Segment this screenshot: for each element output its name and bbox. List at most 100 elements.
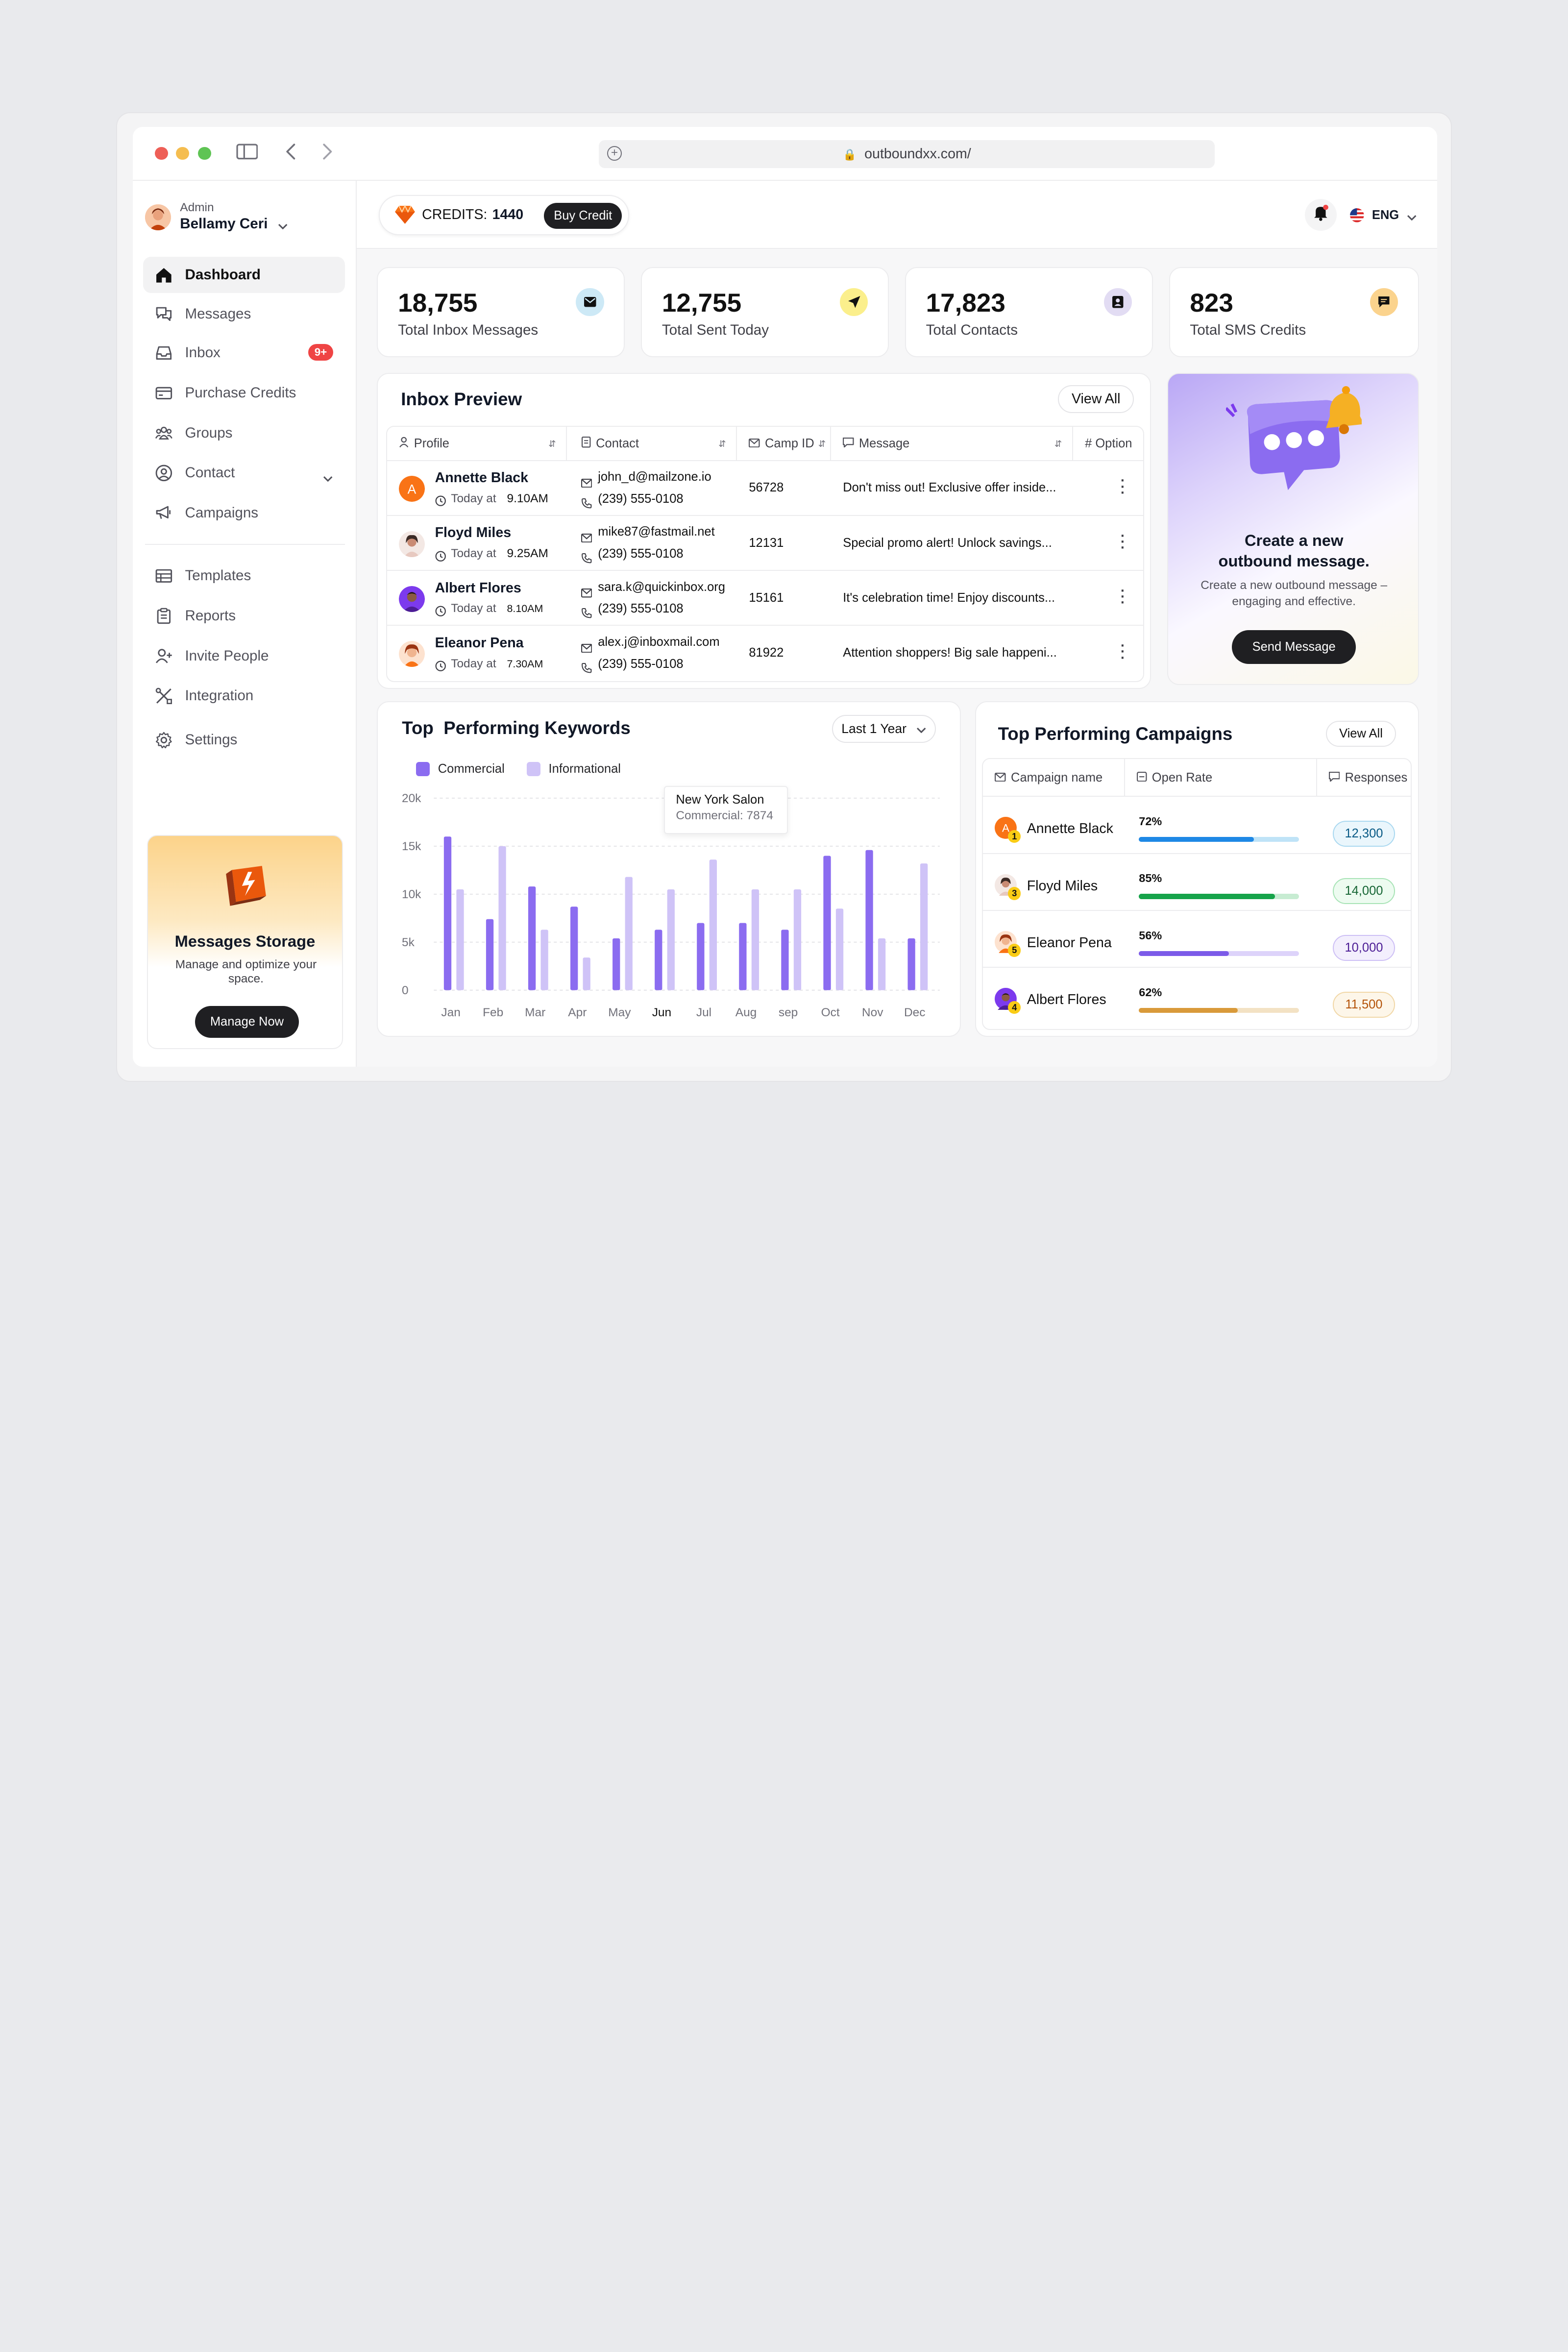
nav-dashboard[interactable]: Dashboard	[143, 257, 345, 293]
send-message-button[interactable]: Send Message	[1232, 630, 1356, 664]
megaphone-icon	[155, 504, 173, 522]
user-profile[interactable]: Admin Bellamy Ceri	[145, 201, 288, 233]
responses-badge: 14,000	[1333, 878, 1395, 904]
nav-templates[interactable]: Templates	[143, 558, 345, 594]
nav-integration[interactable]: Integration	[143, 678, 345, 714]
stat-label: Total Inbox Messages	[398, 322, 539, 339]
column-open-rate[interactable]: Open Rate	[1125, 759, 1317, 797]
inbox-view-all-button[interactable]: View All	[1058, 385, 1134, 413]
table-row[interactable]: A Annette Black Today at 9.10AM john_d@m…	[387, 461, 1143, 516]
contact-phone[interactable]: (239) 555-0108	[598, 491, 684, 506]
column-contact[interactable]: Contact ⇵	[567, 427, 737, 461]
bar-informational-nov[interactable]	[878, 938, 886, 990]
minimize-window-button[interactable]	[176, 147, 189, 160]
table-row[interactable]: Albert Flores Today at 8.10AM sara.k@qui…	[387, 571, 1143, 626]
sort-icon[interactable]: ⇵	[1054, 438, 1062, 449]
bar-commercial-jul[interactable]	[697, 923, 705, 990]
bar-informational-sep[interactable]	[794, 889, 802, 990]
contact-name: Annette Black	[435, 470, 529, 486]
nav-settings[interactable]: Settings	[143, 722, 345, 758]
column-campaign-name[interactable]: Campaign name	[983, 759, 1125, 797]
nav-messages[interactable]: Messages	[143, 296, 345, 332]
column-camp-id[interactable]: Camp ID ⇵	[737, 427, 831, 461]
bar-commercial-mar[interactable]	[528, 886, 536, 990]
sort-icon[interactable]: ⇵	[718, 438, 726, 449]
date-range-label: Last 1 Year	[841, 721, 906, 736]
bar-commercial-aug[interactable]	[739, 923, 747, 990]
contact-avatar	[399, 586, 425, 612]
stat-value: 12,755	[662, 288, 742, 318]
message-preview[interactable]: Attention shoppers! Big sale happeni...	[843, 646, 1057, 660]
notifications-button[interactable]	[1305, 199, 1337, 231]
nav-contact[interactable]: Contact	[143, 455, 345, 491]
bar-informational-apr[interactable]	[583, 957, 591, 990]
more-options-icon[interactable]: · · ·	[1120, 638, 1126, 666]
nav-campaigns[interactable]: Campaigns	[143, 495, 345, 531]
close-window-button[interactable]	[155, 147, 168, 160]
table-row[interactable]: 5 Eleanor Pena 56% 10,000	[982, 911, 1411, 968]
table-row[interactable]: 4 Albert Flores 62% 11,500	[983, 968, 1411, 1025]
manage-now-button[interactable]: Manage Now	[195, 1005, 299, 1038]
outbound-promo-card: Create a new outbound message. Create a …	[1167, 373, 1419, 685]
bar-informational-jun[interactable]	[667, 889, 675, 990]
column-responses[interactable]: Responses	[1317, 759, 1411, 797]
table-row[interactable]: Eleanor Pena Today at 7.30AM alex.j@inbo…	[387, 626, 1143, 681]
maximize-window-button[interactable]	[198, 147, 211, 160]
bar-informational-jul[interactable]	[709, 859, 717, 990]
bar-informational-dec[interactable]	[920, 863, 928, 990]
nav-purchase-credits[interactable]: Purchase Credits	[143, 375, 345, 411]
bar-commercial-jan[interactable]	[444, 836, 452, 990]
contact-email[interactable]: sara.k@quickinbox.org	[598, 580, 725, 594]
time-value: 9.25AM	[507, 547, 548, 561]
bar-commercial-may[interactable]	[612, 938, 620, 990]
new-tab-icon[interactable]: +	[607, 146, 622, 161]
nav-reports[interactable]: Reports	[143, 598, 345, 634]
bar-commercial-jun[interactable]	[655, 929, 662, 990]
more-options-icon[interactable]: · · ·	[1120, 473, 1126, 501]
bar-commercial-dec[interactable]	[907, 938, 916, 990]
column-message[interactable]: Message ⇵	[831, 427, 1073, 461]
bar-informational-jan[interactable]	[456, 889, 464, 990]
sidebar-toggle-icon[interactable]	[235, 142, 259, 166]
bar-informational-aug[interactable]	[752, 889, 760, 990]
nav-inbox[interactable]: Inbox 9+	[143, 335, 345, 371]
sort-icon[interactable]: ⇵	[818, 438, 826, 449]
bar-commercial-oct[interactable]	[823, 855, 831, 990]
nav-groups[interactable]: Groups	[143, 415, 345, 451]
bar-commercial-sep[interactable]	[781, 929, 789, 990]
message-preview[interactable]: Special promo alert! Unlock savings...	[843, 536, 1052, 550]
contact-email[interactable]: john_d@mailzone.io	[598, 470, 711, 484]
date-range-select[interactable]: Last 1 Year	[832, 715, 936, 743]
message-preview[interactable]: Don't miss out! Exclusive offer inside..…	[843, 481, 1056, 495]
sort-icon[interactable]: ⇵	[548, 438, 556, 449]
contact-email[interactable]: alex.j@inboxmail.com	[598, 635, 720, 649]
contact-phone[interactable]: (239) 555-0108	[598, 602, 684, 616]
more-options-icon[interactable]: · · ·	[1120, 583, 1126, 611]
more-options-icon[interactable]: · · ·	[1120, 528, 1126, 556]
bar-commercial-feb[interactable]	[486, 919, 494, 990]
back-arrow-icon[interactable]	[279, 142, 303, 166]
contact-phone[interactable]: (239) 555-0108	[598, 657, 684, 671]
message-preview[interactable]: It's celebration time! Enjoy discounts..…	[843, 590, 1055, 605]
bar-informational-oct[interactable]	[836, 908, 844, 990]
contact-email[interactable]: mike87@fastmail.net	[598, 525, 715, 539]
bar-informational-may[interactable]	[625, 877, 633, 990]
campaigns-title: Top Performing Campaigns	[998, 724, 1233, 744]
bar-commercial-nov[interactable]	[865, 850, 874, 990]
bar-commercial-apr[interactable]	[570, 906, 578, 990]
address-bar[interactable]: + 🔒 outboundxx.com/	[599, 140, 1215, 168]
contact-phone[interactable]: (239) 555-0108	[598, 547, 684, 561]
bar-informational-mar[interactable]	[540, 929, 549, 990]
send-arrow-icon	[840, 288, 868, 316]
table-row[interactable]: Floyd Miles Today at 9.25AM mike87@fastm…	[387, 516, 1143, 571]
forward-arrow-icon[interactable]	[315, 142, 339, 166]
table-row[interactable]: 3 Floyd Miles 85% 14,000	[982, 854, 1411, 911]
x-tick-label: Feb	[483, 1005, 503, 1019]
nav-invite-people[interactable]: Invite People	[143, 638, 345, 674]
column-profile[interactable]: Profile ⇵	[387, 427, 567, 461]
campaigns-view-all-button[interactable]: View All	[1326, 721, 1396, 747]
buy-credit-button[interactable]: Buy Credit	[544, 203, 622, 229]
language-selector[interactable]: ENG	[1349, 206, 1417, 224]
bar-informational-feb[interactable]	[498, 846, 507, 990]
